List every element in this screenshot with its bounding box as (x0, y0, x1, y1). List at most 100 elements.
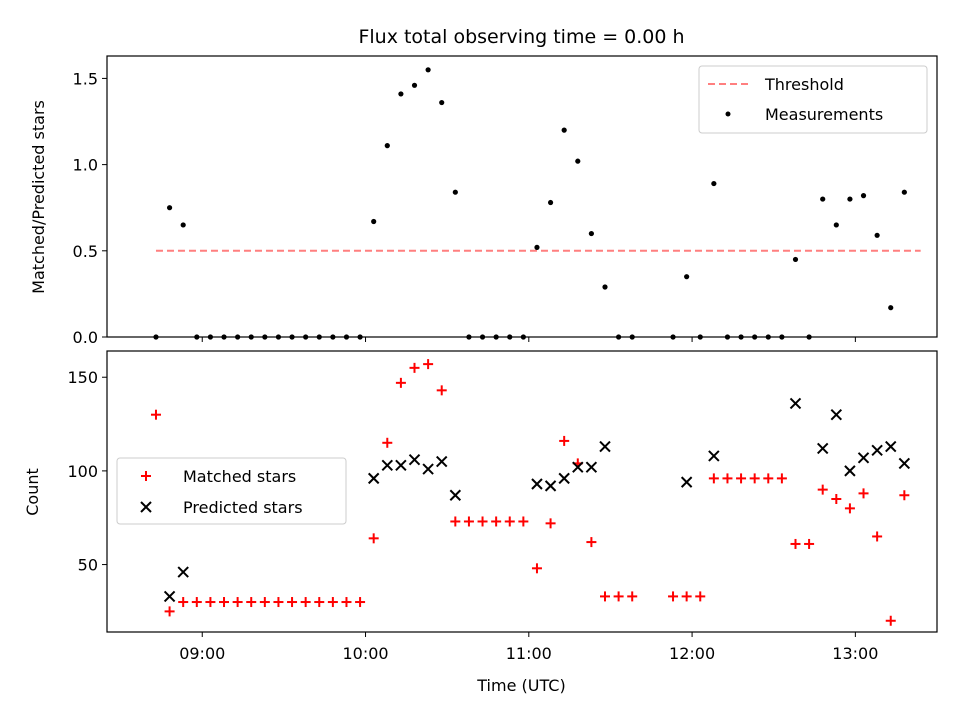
matched-stars-point (749, 473, 760, 484)
predicted-stars-point (830, 408, 843, 421)
y-tick-label: 150 (67, 368, 98, 387)
bottom-panel-marks (150, 359, 911, 626)
bottom-panel-x-ticks: 09:00 10:00 11:00 12:00 13:00 (179, 632, 878, 663)
matched-stars-point (722, 473, 733, 484)
measurements-point (711, 180, 717, 187)
measurements-point (411, 82, 418, 88)
y-tick-label: 100 (67, 462, 98, 481)
y-tick-label: 0.5 (73, 242, 98, 261)
matched-stars-point (736, 473, 747, 484)
x-tick-label: 12:00 (669, 644, 715, 663)
predicted-stars-point (680, 476, 693, 488)
matched-stars-point (300, 597, 311, 608)
matched-stars-point (450, 516, 461, 527)
matched-stars-point (817, 484, 828, 495)
bottom-panel-y-axis-label: Count (23, 468, 42, 516)
predicted-stars-point (177, 566, 189, 578)
matched-stars-point (164, 606, 175, 617)
x-tick-label: 09:00 (179, 644, 225, 663)
matched-stars-point (327, 597, 338, 608)
y-tick-label: 1.0 (73, 156, 98, 175)
measurements-point (860, 193, 867, 199)
predicted-stars-point (367, 472, 380, 485)
matched-stars-point (858, 488, 869, 499)
measurements-point (452, 189, 458, 195)
measurements-point (398, 91, 404, 97)
matched-stars-point (246, 597, 257, 608)
x-axis-label: Time (UTC) (476, 676, 565, 695)
predicted-stars-point (436, 455, 448, 468)
predicted-stars-point (544, 480, 557, 492)
matched-stars-point (205, 597, 216, 608)
measurements-point (888, 305, 894, 311)
measurements-point (425, 67, 431, 73)
matched-stars-point (518, 516, 529, 527)
y-tick-label: 1.5 (73, 69, 98, 88)
predicted-stars-point (395, 459, 407, 471)
measurements-point (901, 189, 907, 195)
x-tick-label: 11:00 (506, 644, 552, 663)
matched-stars-point (763, 473, 774, 484)
x-tick-label: 13:00 (832, 644, 878, 663)
matched-stars-point (627, 591, 638, 602)
matched-stars-point (273, 597, 284, 608)
top-panel-y-ticks: 0.0 0.5 1.0 1.5 (73, 69, 107, 347)
matched-stars-point (409, 362, 420, 373)
top-legend-frame (698, 65, 928, 134)
threshold-legend-label: Threshold (764, 75, 844, 94)
matched-stars-legend-label: Matched stars (183, 467, 296, 486)
matched-stars-point (368, 533, 379, 544)
predicted-stars-point (381, 459, 394, 471)
bottom-panel-y-ticks: 50 100 150 (67, 368, 107, 575)
measurements-point (684, 274, 690, 280)
matched-stars-point (191, 597, 202, 608)
bottom-legend-frame (116, 457, 347, 525)
matched-stars-point (776, 473, 787, 484)
x-tick-label: 10:00 (342, 644, 388, 663)
predicted-stars-point (408, 453, 421, 466)
predicted-stars-legend-swatch (140, 501, 152, 513)
matched-stars-point (545, 518, 556, 529)
matched-stars-point (899, 490, 910, 501)
bottom-panel-frame (106, 350, 938, 633)
matched-stars-point (844, 503, 855, 514)
matched-stars-point (695, 591, 706, 602)
measurements-point (602, 284, 608, 290)
matched-stars-point (314, 597, 325, 608)
predicted-stars-point (558, 472, 570, 485)
predicted-stars-point (585, 461, 598, 473)
measurements-point (588, 230, 594, 237)
matched-stars-point (668, 591, 679, 602)
chart-title: Flux total observing time = 0.00 h (358, 26, 684, 48)
measurements-point (534, 244, 540, 250)
matched-stars-point (395, 377, 406, 388)
measurements-legend-label: Measurements (765, 105, 883, 124)
measurements-point (820, 196, 826, 202)
predicted-stars-point (449, 489, 462, 501)
matched-stars-point (681, 591, 692, 602)
predicted-stars-point (599, 440, 611, 453)
matched-stars-legend-swatch (141, 471, 151, 481)
measurements-point (384, 143, 390, 149)
matched-stars-point (872, 531, 883, 542)
measurements-point (792, 256, 799, 263)
matched-stars-point (586, 537, 597, 548)
matched-stars-point (355, 597, 366, 608)
matched-stars-point (178, 597, 189, 608)
top-panel: 0.0 0.5 1.0 1.5 Matched/Predicted stars Thr… (29, 55, 938, 347)
predicted-stars-point (871, 444, 883, 456)
matched-stars-point (790, 538, 801, 549)
measurements-legend-swatch (725, 111, 731, 117)
y-tick-label: 50 (78, 556, 98, 575)
matched-stars-point (382, 437, 393, 448)
predicted-stars-point (531, 478, 543, 490)
matched-stars-point (150, 409, 161, 420)
measurements-point (874, 232, 880, 238)
matched-stars-point (531, 563, 542, 574)
predicted-stars-point (708, 450, 720, 462)
predicted-stars-point (789, 397, 802, 410)
bottom-panel-legend: Matched stars Predicted stars (116, 457, 347, 525)
predicted-stars-point (816, 442, 829, 455)
matched-stars-point (423, 359, 434, 370)
